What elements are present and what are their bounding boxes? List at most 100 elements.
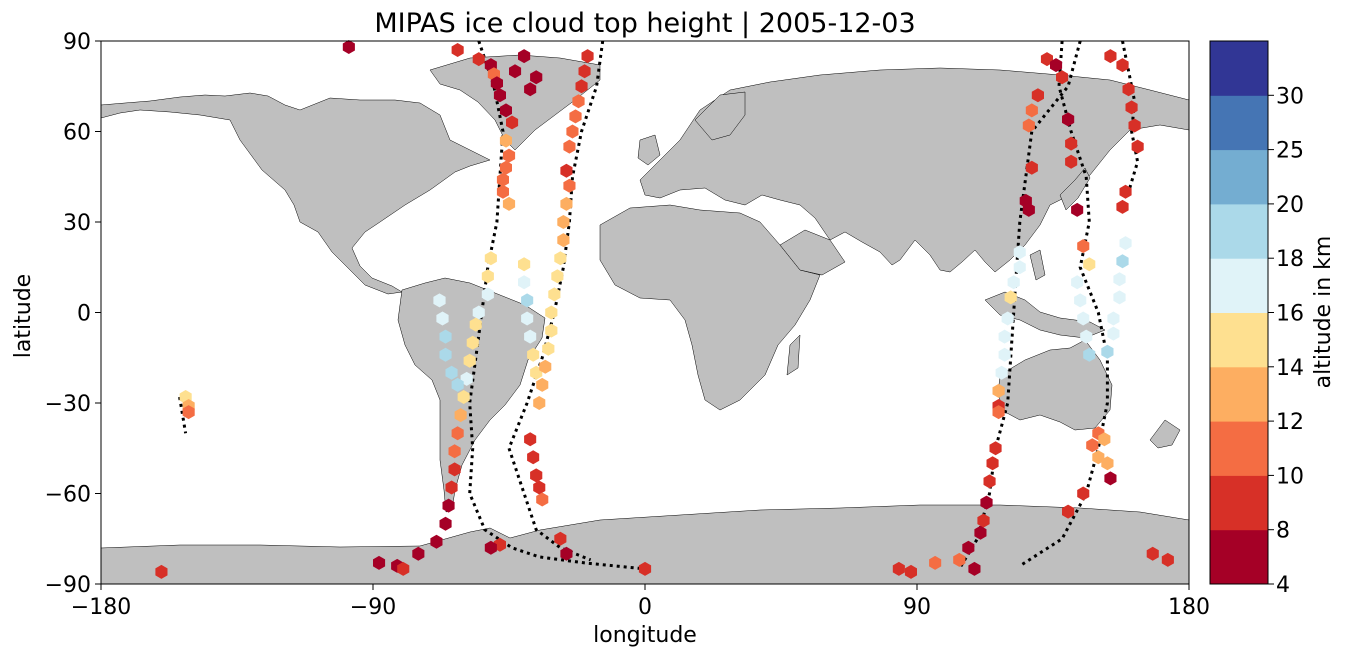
cloud-point bbox=[472, 52, 485, 67]
cloud-point bbox=[962, 540, 975, 555]
cloud-point bbox=[442, 498, 455, 513]
cloud-point bbox=[563, 139, 576, 154]
cloud-point bbox=[433, 293, 446, 308]
cloud-point bbox=[496, 184, 509, 199]
cloud-point bbox=[1083, 347, 1096, 362]
cloud-point bbox=[373, 555, 386, 570]
cloud-point bbox=[533, 480, 546, 495]
x-tick-label: 90 bbox=[903, 595, 931, 620]
cloud-point bbox=[1056, 70, 1069, 85]
cloud-point bbox=[1025, 160, 1038, 175]
cloud-point bbox=[454, 408, 467, 423]
cloud-point bbox=[484, 540, 497, 555]
x-axis-ticks: −180 −90 0 90 180 bbox=[71, 584, 1210, 620]
colorbar-segment bbox=[1210, 312, 1268, 368]
cloud-points bbox=[155, 40, 1174, 579]
cloud-point bbox=[904, 564, 917, 579]
y-tick-label: 0 bbox=[77, 302, 91, 327]
cloud-point bbox=[554, 531, 567, 546]
cloud-point bbox=[986, 456, 999, 471]
x-tick-label: 0 bbox=[638, 595, 652, 620]
cloud-point bbox=[439, 347, 452, 362]
cloud-point bbox=[1031, 88, 1044, 103]
cloud-point bbox=[1086, 438, 1099, 453]
japan bbox=[1059, 167, 1091, 211]
cloud-point bbox=[554, 251, 567, 266]
cloud-point bbox=[1007, 275, 1020, 290]
colorbar-tick-label: 20 bbox=[1276, 193, 1304, 218]
colorbar-segment bbox=[1210, 421, 1268, 476]
x-tick-label: −180 bbox=[71, 595, 131, 620]
colorbar-tick-label: 25 bbox=[1276, 139, 1304, 164]
y-tick-label: 90 bbox=[63, 30, 91, 55]
cloud-point bbox=[518, 49, 531, 64]
cloud-point bbox=[530, 70, 543, 85]
scandinavia bbox=[694, 91, 746, 141]
cloud-point bbox=[1101, 456, 1114, 471]
colorbar-segment bbox=[1210, 41, 1268, 96]
cloud-point bbox=[578, 64, 591, 79]
cloud-point bbox=[1077, 239, 1090, 254]
cloud-point bbox=[521, 311, 534, 326]
cloud-point bbox=[575, 79, 588, 94]
cloud-point bbox=[983, 474, 996, 489]
colorbar-segment bbox=[1210, 149, 1268, 205]
cloud-point bbox=[527, 450, 540, 465]
cloud-point bbox=[436, 311, 449, 326]
cloud-point bbox=[469, 317, 482, 332]
cloud-point bbox=[1101, 344, 1114, 359]
colorbar-segment bbox=[1210, 366, 1268, 422]
cloud-point bbox=[493, 537, 506, 552]
cloud-point bbox=[1098, 432, 1111, 447]
colorbar-label: altitude in km bbox=[1311, 236, 1336, 389]
cloud-point bbox=[524, 82, 537, 97]
cloud-point bbox=[1104, 49, 1117, 64]
cloud-point bbox=[518, 257, 531, 272]
cloud-point bbox=[1071, 275, 1084, 290]
cloud-point bbox=[445, 365, 458, 380]
cloud-point bbox=[560, 196, 573, 211]
cloud-point bbox=[499, 160, 512, 175]
cloud-point bbox=[451, 426, 464, 441]
cloud-point bbox=[1104, 471, 1117, 486]
cloud-point bbox=[533, 396, 546, 410]
cloud-point bbox=[1107, 311, 1120, 326]
indonesia bbox=[984, 291, 1106, 339]
cloud-point bbox=[342, 40, 355, 54]
cloud-point bbox=[430, 534, 443, 549]
y-axis-ticks: 90 60 30 0 −30 −60 −90 bbox=[45, 30, 101, 598]
cloud-point bbox=[992, 383, 1005, 398]
cloud-point bbox=[506, 115, 519, 130]
cloud-point bbox=[509, 64, 522, 79]
y-tick-label: −60 bbox=[45, 483, 91, 508]
cloud-point bbox=[1001, 311, 1014, 326]
cloud-point bbox=[466, 335, 479, 350]
cloud-point bbox=[484, 251, 497, 266]
cloud-point bbox=[542, 341, 555, 356]
map-plot-area bbox=[100, 40, 1190, 585]
cloud-point bbox=[155, 564, 168, 579]
cloud-point bbox=[998, 347, 1011, 362]
chart-title: MIPAS ice cloud top height | 2005-12-03 bbox=[374, 8, 915, 39]
cloud-point bbox=[1119, 236, 1132, 251]
cloud-point bbox=[463, 353, 476, 368]
cloud-point bbox=[995, 365, 1008, 380]
cloud-point bbox=[977, 513, 990, 528]
cloud-point bbox=[439, 329, 452, 344]
cloud-point bbox=[451, 377, 464, 392]
cloud-point bbox=[1125, 100, 1138, 115]
africa bbox=[599, 204, 821, 411]
cloud-point bbox=[451, 43, 464, 57]
cloud-point bbox=[1107, 326, 1120, 341]
cloud-point bbox=[536, 377, 549, 392]
cloud-point bbox=[1022, 118, 1035, 133]
y-tick-label: −30 bbox=[45, 392, 91, 417]
cloud-point bbox=[545, 305, 558, 320]
cloud-point bbox=[499, 133, 512, 148]
y-tick-label: −90 bbox=[45, 573, 91, 598]
cloud-point bbox=[1025, 103, 1038, 118]
cloud-point bbox=[448, 462, 461, 477]
cloud-point bbox=[182, 405, 195, 420]
cloud-point bbox=[1004, 290, 1017, 305]
